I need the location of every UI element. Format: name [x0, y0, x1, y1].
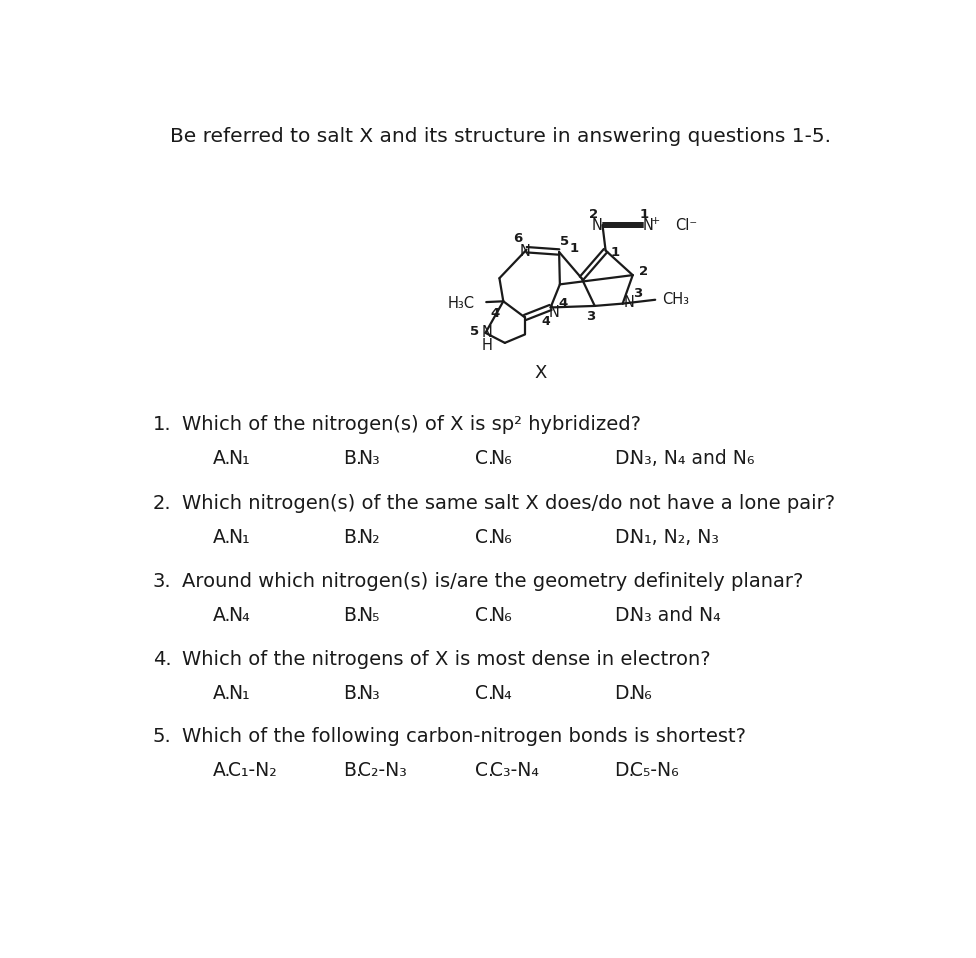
Text: D.: D. — [614, 528, 634, 547]
Text: H₃C: H₃C — [448, 296, 475, 311]
Text: Which nitrogen(s) of the same salt X does/do not have a lone pair?: Which nitrogen(s) of the same salt X doe… — [183, 493, 835, 513]
Text: N: N — [481, 326, 493, 340]
Text: D.: D. — [614, 684, 634, 703]
Text: 1: 1 — [640, 208, 649, 220]
Text: 3.: 3. — [153, 572, 172, 591]
Text: 5: 5 — [560, 235, 569, 248]
Text: A.: A. — [213, 684, 231, 703]
Text: N₃, N₄ and N₆: N₃, N₄ and N₆ — [630, 449, 754, 468]
Text: 1.: 1. — [153, 415, 172, 434]
Text: +: + — [651, 217, 660, 226]
Text: Cl⁻: Cl⁻ — [675, 218, 697, 234]
Text: Around which nitrogen(s) is/are the geometry definitely planar?: Around which nitrogen(s) is/are the geom… — [183, 572, 804, 591]
Text: 6: 6 — [513, 233, 523, 245]
Text: B.: B. — [343, 761, 362, 780]
Text: C.: C. — [474, 528, 494, 547]
Text: N: N — [624, 294, 634, 309]
Text: D.: D. — [614, 606, 634, 626]
Text: 4: 4 — [491, 308, 500, 320]
Text: N₃ and N₄: N₃ and N₄ — [630, 606, 720, 626]
Text: C₃-N₄: C₃-N₄ — [490, 761, 539, 780]
Text: N: N — [549, 305, 559, 320]
Text: N₆: N₆ — [490, 528, 511, 547]
Text: N₆: N₆ — [490, 606, 511, 626]
Text: C₂-N₃: C₂-N₃ — [358, 761, 407, 780]
Text: A.: A. — [213, 761, 231, 780]
Text: N₆: N₆ — [630, 684, 651, 703]
Text: 1: 1 — [610, 245, 620, 259]
Text: CH₃: CH₃ — [662, 292, 689, 308]
Text: N: N — [643, 218, 654, 234]
Text: N: N — [519, 243, 530, 259]
Text: 3: 3 — [587, 310, 595, 323]
Text: 3: 3 — [633, 287, 643, 300]
Text: A.: A. — [213, 528, 231, 547]
Text: N: N — [591, 218, 602, 234]
Text: C.: C. — [474, 761, 494, 780]
Text: 2.: 2. — [153, 493, 172, 513]
Text: 1: 1 — [570, 241, 579, 255]
Text: 5.: 5. — [153, 727, 172, 746]
Text: B.: B. — [343, 684, 362, 703]
Text: Which of the nitrogen(s) of X is sp² hybridized?: Which of the nitrogen(s) of X is sp² hyb… — [183, 415, 641, 434]
Text: B.: B. — [343, 449, 362, 468]
Text: C₁-N₂: C₁-N₂ — [228, 761, 277, 780]
Text: 2: 2 — [589, 208, 597, 220]
Text: Which of the nitrogens of X is most dense in electron?: Which of the nitrogens of X is most dens… — [183, 650, 712, 669]
Text: 4: 4 — [542, 315, 550, 328]
Text: A.: A. — [213, 606, 231, 626]
Text: N₁, N₂, N₃: N₁, N₂, N₃ — [630, 528, 718, 547]
Text: D.: D. — [614, 761, 634, 780]
Text: 5: 5 — [470, 325, 479, 338]
Text: D.: D. — [614, 449, 634, 468]
Text: B.: B. — [343, 606, 362, 626]
Text: C.: C. — [474, 449, 494, 468]
Text: N₃: N₃ — [358, 449, 380, 468]
Text: N₁: N₁ — [228, 449, 250, 468]
Text: 4.: 4. — [153, 650, 172, 669]
Text: N₁: N₁ — [228, 528, 250, 547]
Text: N₄: N₄ — [490, 684, 511, 703]
Text: N₅: N₅ — [358, 606, 380, 626]
Text: B.: B. — [343, 528, 362, 547]
Text: Be referred to salt X and its structure in answering questions 1-5.: Be referred to salt X and its structure … — [170, 127, 831, 146]
Text: N₂: N₂ — [358, 528, 380, 547]
Text: C₅-N₆: C₅-N₆ — [630, 761, 678, 780]
Text: C.: C. — [474, 606, 494, 626]
Text: N₁: N₁ — [228, 684, 250, 703]
Text: A.: A. — [213, 449, 231, 468]
Text: N₆: N₆ — [490, 449, 511, 468]
Text: X: X — [534, 364, 547, 382]
Text: 4: 4 — [558, 297, 568, 310]
Text: C.: C. — [474, 684, 494, 703]
Text: H: H — [481, 337, 493, 353]
Text: 2: 2 — [639, 264, 648, 278]
Text: Which of the following carbon-nitrogen bonds is shortest?: Which of the following carbon-nitrogen b… — [183, 727, 747, 746]
Text: N₄: N₄ — [228, 606, 250, 626]
Text: N₃: N₃ — [358, 684, 380, 703]
